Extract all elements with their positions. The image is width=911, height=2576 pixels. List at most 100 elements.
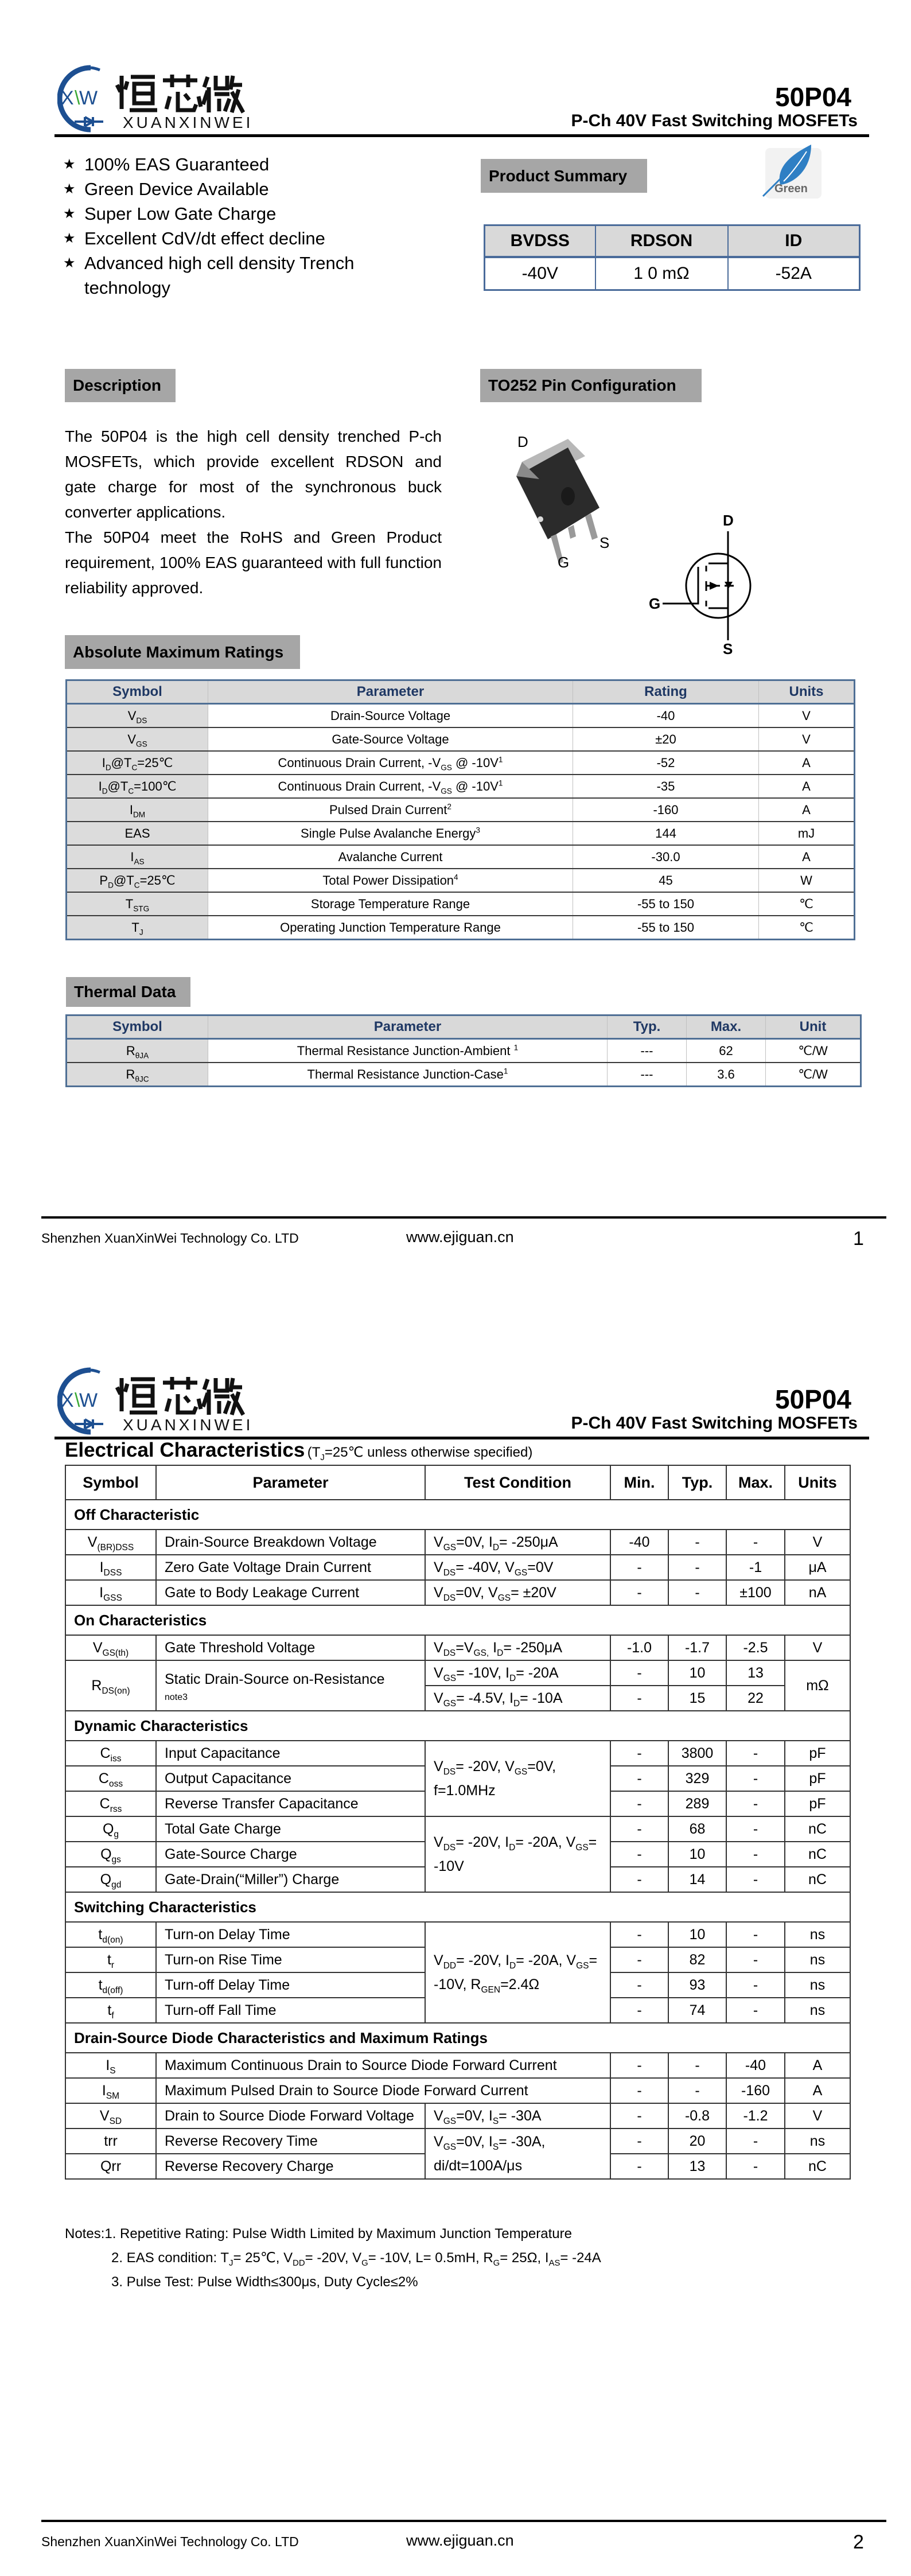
value-id: -52A: [727, 256, 861, 291]
subscript: GS: [576, 1961, 589, 1971]
subscript: DS: [443, 1843, 456, 1853]
parameter-row: RDS(on) Static Drain-Source on-Resistance…: [65, 1660, 851, 1711]
symbol-cell: IDSS: [65, 1554, 157, 1581]
column-header: Typ.: [607, 1015, 687, 1040]
typ-cell: 14: [668, 1866, 727, 1893]
subscript: GS(th): [102, 1648, 129, 1658]
min-cell: -: [610, 1579, 669, 1606]
test-condition-cell: VGS=0V, IS= -30A, di/dt=100A/μs: [425, 2128, 611, 2180]
footer-website-link[interactable]: www.ejiguan.cn: [406, 2532, 514, 2549]
star-icon: ★: [63, 157, 76, 172]
page-number: 2: [853, 2531, 864, 2553]
column-header: Parameter: [208, 680, 573, 705]
section-row: Drain-Source Diode Characteristics and M…: [65, 2022, 851, 2053]
abs-max-row: TSTG Storage Temperature Range -55 to 150 ℃: [66, 892, 855, 916]
value-cell: Continuous Drain Current, -VGS @ -10V1: [208, 775, 573, 799]
note-line: 2. EAS condition: TJ= 25℃, VDD= -20V, VG…: [111, 2250, 601, 2268]
feature-item: ★ Excellent CdV/dt effect decline: [63, 226, 384, 251]
symbol-cell: VSD: [65, 2103, 157, 2129]
part-subtitle: P-Ch 40V Fast Switching MOSFETs: [571, 111, 858, 130]
unit-cell: ns: [784, 1997, 851, 2024]
parameter-cell: Gate Threshold Voltage: [155, 1635, 426, 1661]
value-cell: Drain-Source Voltage: [208, 703, 573, 728]
subscript: D: [509, 1843, 516, 1853]
subscript: gs: [111, 1855, 121, 1865]
value-cell: A: [758, 798, 855, 822]
subscript: g: [114, 1830, 119, 1839]
max-cell: 13: [726, 1660, 785, 1686]
value-cell: V: [758, 727, 855, 752]
value-cell: -55 to 150: [573, 892, 759, 916]
parameter-cell: Turn-off Fall Time: [155, 1997, 426, 2024]
subscript: GS: [514, 1568, 528, 1578]
parameter-cell: Drain to Source Diode Forward Voltage: [155, 2103, 426, 2129]
feature-text: 100% EAS Guaranteed: [84, 154, 270, 174]
subscript: DS: [443, 1648, 456, 1658]
part-subtitle: P-Ch 40V Fast Switching MOSFETs: [571, 1414, 858, 1433]
test-condition-cell: VDD= -20V, ID= -20A, VGS= -10V, RGEN=2.4…: [425, 1921, 611, 2024]
subscript: GS: [443, 1674, 457, 1683]
description-text: The 50P04 is the high cell density trenc…: [65, 424, 442, 601]
symbol-cell: VGS: [66, 727, 208, 752]
min-cell: -: [610, 1972, 669, 1998]
symbol-pin-d-label: D: [723, 512, 734, 529]
parameter-row: Crss Reverse Transfer Capacitance -289- pF: [65, 1791, 851, 1817]
max-cell: -: [726, 1841, 785, 1867]
subscript: GS: [514, 1767, 528, 1777]
parameter-cell: Input Capacitance: [155, 1740, 426, 1766]
parameter-row: ISM Maximum Pulsed Drain to Source Diode …: [65, 2077, 851, 2104]
parameter-row: Coss Output Capacitance -329- pF: [65, 1765, 851, 1792]
parameter-row: trr Reverse Recovery Time VGS=0V, IS= -30A…: [65, 2128, 851, 2180]
parameter-cell: Drain-Source Breakdown Voltage: [155, 1529, 426, 1555]
section-title: Dynamic Characteristics: [65, 1710, 851, 1741]
unit-cell: nA: [784, 1579, 851, 1606]
value-cell: -160: [573, 798, 759, 822]
parameter-cell: Maximum Pulsed Drain to Source Diode For…: [155, 2077, 611, 2104]
value-cell: Avalanche Current: [208, 845, 573, 869]
value-cell: 62: [686, 1038, 766, 1063]
page-1: X \ W XUANXINWEI 50P04 P-Ch 40V Fast Swi…: [41, 65, 886, 1250]
symbol-cell: VGS(th): [65, 1635, 157, 1661]
description-paragraph: The 50P04 meet the RoHS and Green Produc…: [65, 528, 442, 597]
symbol-cell: Qg: [65, 1816, 157, 1842]
symbol-cell: IAS: [66, 845, 208, 869]
package-pin-g-label: G: [558, 554, 570, 571]
absolute-max-ratings-table: Symbol Parameter Rating Units VDS Drain-Sourc…: [65, 679, 855, 940]
value-cell: -30.0: [573, 845, 759, 869]
typ-cell: 3800: [668, 1740, 727, 1766]
value-cell: Gate-Source Voltage: [208, 727, 573, 752]
subscript: GS: [443, 2142, 457, 2152]
column-header: Parameter: [155, 1465, 426, 1500]
superscript: 3: [476, 826, 480, 835]
subscript: C: [131, 762, 138, 772]
max-cell: ±100: [726, 1579, 785, 1606]
symbol-cell: EAS: [66, 822, 208, 846]
typ-cell: 289: [668, 1791, 727, 1817]
parameter-row: tf Turn-off Fall Time -74- ns: [65, 1997, 851, 2024]
min-cell: -: [610, 1554, 669, 1581]
subscript: f: [111, 2011, 114, 2021]
subscript: D: [108, 880, 114, 889]
abs-max-row: VDS Drain-Source Voltage -40 V: [66, 703, 855, 728]
parameter-cell: Gate-Drain(“Miller”) Charge: [155, 1866, 426, 1893]
typ-cell: -: [668, 2052, 727, 2079]
column-header: Unit: [765, 1015, 861, 1040]
subscript: C: [128, 786, 134, 795]
max-cell: 22: [726, 1685, 785, 1711]
unit-cell: pF: [784, 1740, 851, 1766]
header-rule: [54, 134, 869, 137]
section-row: On Characteristics: [65, 1605, 851, 1636]
symbol-cell: PD@TC=25℃: [66, 869, 208, 893]
superscript: 1: [503, 1067, 508, 1076]
footer-website-link[interactable]: www.ejiguan.cn: [406, 1228, 514, 1246]
parameter-cell: Gate to Body Leakage Current: [155, 1579, 426, 1606]
subscript: DM: [133, 810, 146, 819]
footer-rule: [41, 1216, 886, 1219]
value-cell: Thermal Resistance Junction-Case1: [208, 1063, 608, 1087]
symbol-cell: trr: [65, 2128, 157, 2154]
section-title: On Characteristics: [65, 1605, 851, 1636]
svg-text:\: \: [75, 87, 80, 109]
symbol-cell: VDS: [66, 703, 208, 728]
xw-logo-icon: X \ W: [57, 1367, 246, 1435]
feature-item: ★ Advanced high cell density Trench techn…: [63, 251, 384, 300]
